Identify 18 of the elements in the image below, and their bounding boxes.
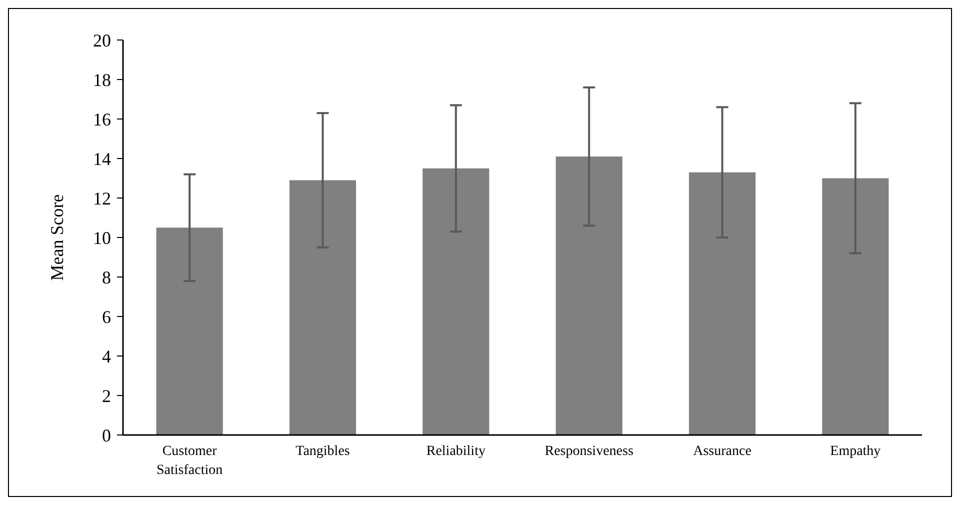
y-tick-label: 0 bbox=[102, 425, 111, 446]
y-tick-label: 10 bbox=[93, 228, 111, 248]
y-tick-label: 2 bbox=[102, 386, 111, 406]
y-tick-label: 8 bbox=[102, 267, 111, 288]
y-tick-label: 14 bbox=[93, 148, 111, 169]
x-tick-label: Responsiveness bbox=[544, 444, 634, 459]
y-tick-label: 6 bbox=[102, 306, 111, 327]
y-tick-label: 12 bbox=[93, 188, 111, 208]
y-axis-title: Mean Score bbox=[47, 194, 67, 281]
x-tick-label: Tangibles bbox=[296, 444, 350, 459]
x-tick-label: Customer Satisfaction bbox=[156, 444, 223, 478]
y-tick-label: 16 bbox=[93, 109, 111, 130]
x-tick-label: Reliability bbox=[426, 444, 486, 459]
y-tick-label: 20 bbox=[93, 30, 111, 50]
y-tick-label: 4 bbox=[102, 346, 111, 366]
x-tick-label: Empathy bbox=[830, 444, 881, 459]
y-tick-label: 18 bbox=[93, 70, 111, 90]
x-tick-label: Assurance bbox=[693, 444, 752, 459]
